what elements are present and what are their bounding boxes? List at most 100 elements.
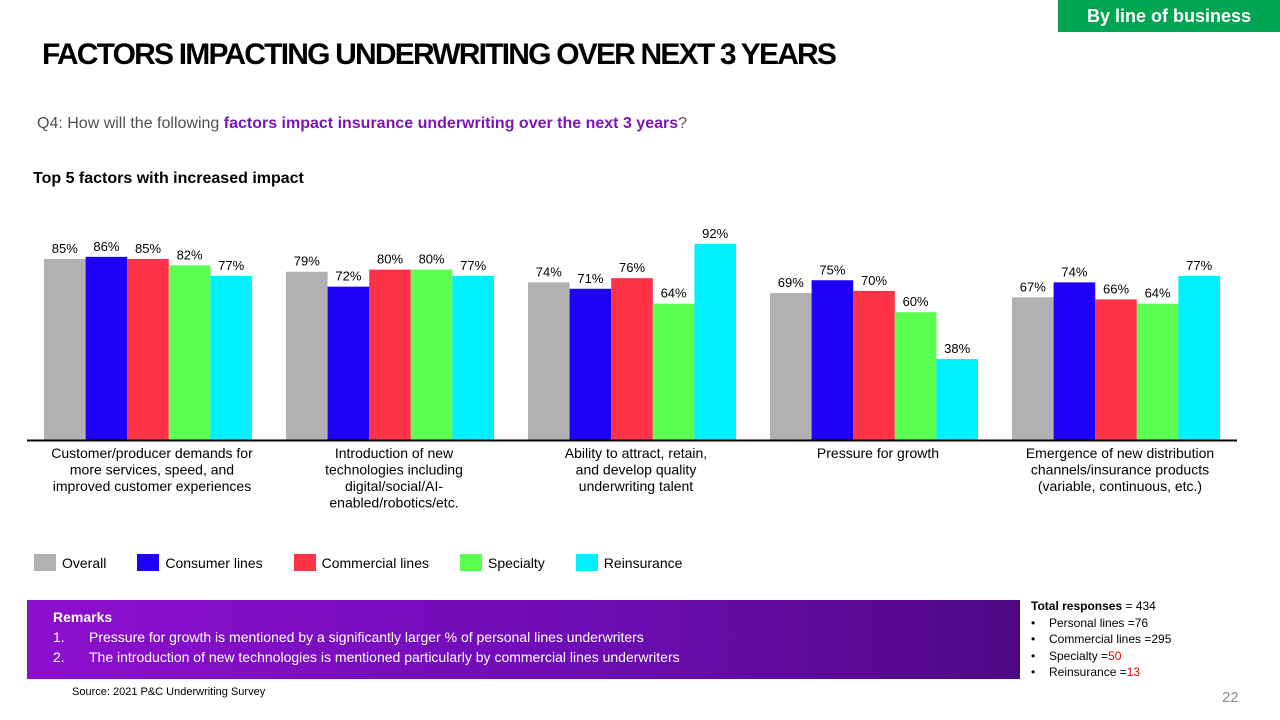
bar bbox=[853, 290, 895, 440]
bar-value-label: 80% bbox=[377, 252, 403, 267]
legend-item: Reinsurance bbox=[575, 554, 683, 571]
bar bbox=[1012, 297, 1054, 440]
bar-value-label: 79% bbox=[294, 254, 320, 269]
legend-label: Overall bbox=[62, 554, 107, 571]
bar bbox=[452, 275, 494, 440]
page-title: FACTORS IMPACTING UNDERWRITING OVER NEXT… bbox=[42, 38, 837, 71]
category-label: Introduction of new technologies includin… bbox=[325, 445, 463, 511]
category-label: Customer/producer demands for more servic… bbox=[51, 445, 253, 494]
bar-chart: 85% 86% 85% 82% 77% Customer/producer demands… bbox=[27, 226, 1237, 511]
response-label: Reinsurance = bbox=[1049, 665, 1127, 680]
response-item: • Personal lines = 76 bbox=[1031, 615, 1171, 632]
bar bbox=[327, 286, 370, 440]
legend-item: Overall bbox=[34, 554, 106, 571]
response-value: 50 bbox=[1108, 648, 1122, 663]
question-highlight: factors impact insurance underwriting ov… bbox=[223, 115, 679, 132]
bar-value-label: 76% bbox=[619, 260, 645, 275]
bar-value-label: 75% bbox=[819, 262, 845, 277]
bar-value-label: 64% bbox=[661, 286, 687, 301]
category-label-line: underwriting talent bbox=[579, 478, 694, 494]
category-label-line: channels/insurance products bbox=[1031, 462, 1209, 478]
remark-text: The introduction of new technologies is … bbox=[89, 649, 680, 665]
bar bbox=[894, 312, 937, 440]
category-label-line: Customer/producer demands for bbox=[51, 445, 253, 461]
legend-swatch bbox=[575, 554, 598, 571]
legend-swatch bbox=[459, 554, 482, 571]
bullet: • bbox=[1031, 665, 1036, 680]
response-value: 76 bbox=[1134, 615, 1149, 630]
bar bbox=[168, 265, 211, 440]
line-of-business-tag: By line of business bbox=[1058, 0, 1280, 32]
bar bbox=[652, 303, 695, 440]
question-suffix: ? bbox=[678, 115, 688, 132]
bar bbox=[770, 293, 812, 440]
category-label-line: Emergence of new distribution bbox=[1026, 445, 1214, 461]
category-label-line: Pressure for growth bbox=[817, 445, 939, 461]
bar-value-label: 66% bbox=[1103, 281, 1129, 296]
response-label: Personal lines = bbox=[1049, 615, 1135, 630]
category-label-line: Introduction of new bbox=[335, 445, 454, 461]
question-prefix: Q4: How will the following bbox=[37, 115, 224, 132]
bar bbox=[528, 282, 570, 440]
total-responses-value: = 434 bbox=[1122, 599, 1156, 613]
survey-question: Q4: How will the following factors impac… bbox=[37, 115, 687, 133]
chart-subtitle: Top 5 factors with increased impact bbox=[33, 170, 304, 187]
response-value: 13 bbox=[1126, 665, 1141, 680]
category-label-line: (variable, continuous, etc.) bbox=[1038, 478, 1202, 494]
legend-swatch bbox=[293, 554, 316, 571]
total-responses: Total responses = 434 bbox=[1031, 598, 1171, 615]
category-label: Pressure for growth bbox=[817, 445, 939, 461]
bar bbox=[811, 280, 854, 440]
bar-value-label: 86% bbox=[93, 239, 119, 254]
bullet: • bbox=[1031, 648, 1036, 663]
bar bbox=[611, 278, 653, 440]
bullet: • bbox=[1031, 632, 1036, 647]
bar-value-label: 77% bbox=[1186, 258, 1212, 273]
bar bbox=[369, 269, 411, 440]
legend-item: Commercial lines bbox=[293, 554, 429, 571]
legend-label: Commercial lines bbox=[321, 554, 429, 571]
bar bbox=[85, 256, 128, 440]
bar-value-label: 64% bbox=[1145, 286, 1171, 301]
source-note: Source: 2021 P&C Underwriting Survey bbox=[72, 686, 266, 698]
bar bbox=[44, 258, 86, 440]
bar-value-label: 70% bbox=[861, 273, 887, 288]
bar-value-label: 38% bbox=[944, 341, 970, 356]
bar-value-label: 85% bbox=[135, 241, 161, 256]
category-label: Emergence of new distribution channels/in… bbox=[1026, 445, 1214, 494]
remark-item: 1. Pressure for growth is mentioned by a… bbox=[53, 629, 1020, 645]
category-label-line: more services, speed, and bbox=[70, 462, 234, 478]
bar-value-label: 77% bbox=[218, 258, 244, 273]
page-number: 22 bbox=[1222, 689, 1239, 706]
remarks-box: Remarks 1. Pressure for growth is mentio… bbox=[27, 600, 1020, 679]
remark-item: 2. The introduction of new technologies … bbox=[53, 649, 1020, 665]
bar-value-label: 71% bbox=[577, 271, 603, 286]
bar bbox=[286, 271, 328, 440]
bar-value-label: 74% bbox=[1061, 264, 1087, 279]
category-label-line: and develop quality bbox=[576, 462, 697, 478]
legend-swatch bbox=[137, 554, 160, 571]
bar-value-label: 60% bbox=[903, 294, 929, 309]
legend-label: Reinsurance bbox=[603, 554, 683, 571]
bar bbox=[694, 244, 736, 440]
response-label: Specialty = bbox=[1049, 648, 1109, 663]
bar-value-label: 69% bbox=[778, 275, 804, 290]
remark-number: 1. bbox=[53, 629, 65, 645]
bar bbox=[127, 258, 169, 440]
bar-value-label: 82% bbox=[177, 247, 203, 262]
legend-label: Consumer lines bbox=[165, 554, 263, 571]
bullet: • bbox=[1031, 615, 1036, 630]
legend-swatch bbox=[34, 554, 56, 571]
bar bbox=[569, 288, 612, 440]
bar bbox=[210, 275, 252, 440]
remark-number: 2. bbox=[53, 649, 65, 665]
responses-summary: Total responses = 434 • Personal lines = … bbox=[1031, 598, 1171, 681]
chart-legend: Overall Consumer lines Commercial lines Spe… bbox=[34, 554, 713, 571]
response-item: • Reinsurance = 13 bbox=[1031, 664, 1171, 681]
bar-value-label: 72% bbox=[335, 269, 361, 284]
legend-item: Consumer lines bbox=[137, 554, 263, 571]
remarks-title: Remarks bbox=[53, 609, 113, 625]
category-label-line: Ability to attract, retain, bbox=[565, 445, 707, 461]
category-label-line: improved customer experiences bbox=[53, 478, 251, 494]
legend-label: Specialty bbox=[487, 554, 545, 571]
